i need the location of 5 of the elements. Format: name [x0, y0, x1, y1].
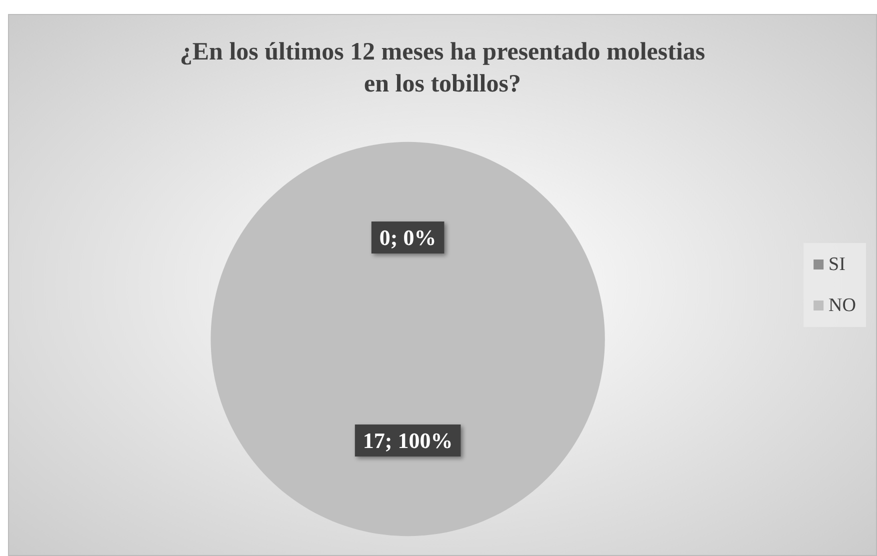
legend-label: SI: [828, 254, 846, 275]
legend-label: NO: [828, 295, 856, 316]
text: 0; 0%: [379, 224, 436, 250]
data-label: 17; 100%: [362, 428, 453, 454]
chart-title: ¿En los últimos 12 meses ha presentado molestias en los tobillos?: [180, 38, 706, 98]
